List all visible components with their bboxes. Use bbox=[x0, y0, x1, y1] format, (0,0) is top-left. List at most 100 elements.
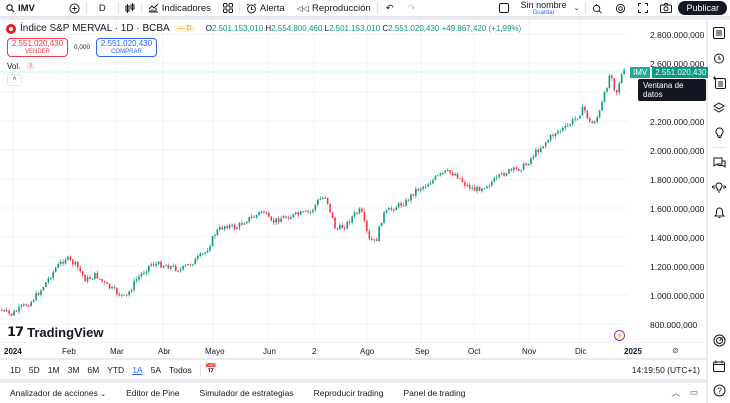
time-axis-label: Ago bbox=[360, 347, 375, 356]
time-axis-label: Dic bbox=[575, 347, 587, 356]
time-axis-label: Sep bbox=[415, 347, 430, 356]
divider bbox=[376, 2, 378, 14]
price-axis-label: 1.800.000,000 bbox=[650, 175, 705, 185]
undo-icon: ↶ bbox=[385, 2, 394, 14]
buy-button[interactable]: 2.551.020,430 COMPRAR bbox=[96, 38, 157, 57]
lightbulb-icon bbox=[714, 126, 724, 138]
ideas-button[interactable] bbox=[708, 120, 730, 145]
price-axis-label: 1.400.000,000 bbox=[650, 233, 705, 243]
tab-replay-trading[interactable]: Reproducir trading bbox=[313, 388, 384, 398]
grid-lines bbox=[0, 20, 628, 342]
tab-stock-screener[interactable]: Analizador de acciones ⌄ bbox=[10, 388, 107, 398]
collapse-legend-button[interactable]: ^ bbox=[7, 74, 22, 86]
dom-button[interactable] bbox=[708, 328, 730, 353]
undo-button[interactable]: ↶ bbox=[378, 0, 402, 17]
plus-circle-icon bbox=[69, 2, 80, 14]
range-button-1a[interactable]: 1A bbox=[132, 364, 143, 375]
time-axis-label: Nov bbox=[522, 347, 537, 356]
price-axis-label: 1.600.000,000 bbox=[650, 204, 705, 214]
zoom-search-icon bbox=[593, 3, 603, 13]
list-icon bbox=[713, 26, 725, 39]
price-axis-label: 1.000.000,000 bbox=[650, 291, 705, 301]
range-button-5d[interactable]: 5D bbox=[28, 364, 40, 375]
axis-settings-icon[interactable]: ⊚ bbox=[672, 346, 679, 355]
range-button-6m[interactable]: 6M bbox=[87, 364, 100, 375]
tab-strategy-tester[interactable]: Simulador de estrategias bbox=[199, 388, 294, 398]
candles bbox=[1, 67, 625, 317]
streams-button[interactable] bbox=[708, 175, 730, 200]
calendar-button[interactable] bbox=[708, 353, 730, 378]
right-sidebar: ? bbox=[708, 20, 730, 403]
volume-label: Vol. bbox=[7, 62, 21, 71]
alerts-button[interactable] bbox=[708, 45, 730, 70]
top-toolbar: IMV D Indicadores Alerta ◁◁ Reproducción… bbox=[0, 0, 730, 17]
save-label[interactable]: Guardar bbox=[532, 9, 555, 16]
select-layout-checkbox[interactable] bbox=[493, 0, 515, 17]
divider bbox=[585, 2, 587, 14]
range-button-1m[interactable]: 1M bbox=[47, 364, 60, 375]
range-button-ytd[interactable]: YTD bbox=[107, 364, 125, 375]
clock[interactable]: 14:19:50 (UTC+1) bbox=[631, 364, 700, 375]
divider bbox=[199, 363, 201, 376]
grid-icon bbox=[222, 3, 233, 13]
lightning-icon[interactable]: ⚡ bbox=[614, 330, 625, 341]
replay-button[interactable]: ◁◁ Reproducción bbox=[291, 0, 377, 17]
interval-button[interactable]: D bbox=[98, 2, 106, 14]
notifications-button[interactable] bbox=[708, 200, 730, 225]
layers-icon bbox=[713, 101, 725, 113]
range-button-todos[interactable]: Todos bbox=[169, 364, 192, 375]
tooltip: Ventana de datos bbox=[638, 79, 706, 101]
range-button-1d[interactable]: 1D bbox=[10, 364, 21, 375]
market-status-badge[interactable]: — D bbox=[173, 25, 196, 32]
date-range-calendar-icon[interactable]: 📅 bbox=[204, 364, 218, 375]
tab-pine-editor[interactable]: Editor de Pine bbox=[126, 388, 180, 398]
tab-trading-panel[interactable]: Panel de trading bbox=[403, 388, 466, 398]
templates-button[interactable] bbox=[217, 0, 239, 17]
object-tree-button[interactable] bbox=[708, 95, 730, 120]
divider bbox=[85, 2, 87, 14]
alert-label: Alerta bbox=[259, 2, 285, 14]
chart-pane[interactable]: Índice S&P MERVAL · 1D · BCBA — D O2.501… bbox=[0, 20, 710, 358]
sell-button[interactable]: 2.551.020,430 VENDER bbox=[7, 38, 68, 57]
indicators-icon bbox=[148, 3, 159, 13]
warning-icon[interactable]: ! bbox=[26, 62, 36, 71]
spread-value: 0,000 bbox=[73, 44, 91, 51]
indicators-button[interactable]: Indicadores bbox=[142, 0, 217, 17]
help-button[interactable]: ? bbox=[708, 378, 730, 403]
calendar-icon bbox=[713, 360, 725, 372]
time-axis-label: Abr bbox=[158, 347, 171, 356]
watchlist-button[interactable] bbox=[708, 20, 730, 45]
snapshot-button[interactable] bbox=[654, 0, 678, 17]
volume-indicator-legend[interactable]: Vol. ! bbox=[7, 62, 36, 71]
alarm-clock-icon bbox=[714, 53, 724, 63]
alert-button[interactable]: Alerta bbox=[240, 0, 291, 17]
range-button-5a[interactable]: 5A bbox=[150, 364, 161, 375]
chats-button[interactable] bbox=[708, 150, 730, 175]
symbol-search-button[interactable]: IMV bbox=[0, 0, 41, 17]
publish-button[interactable]: Publicar bbox=[678, 1, 727, 15]
range-button-3m[interactable]: 3M bbox=[67, 364, 80, 375]
divider bbox=[140, 2, 142, 14]
fullscreen-icon bbox=[638, 3, 649, 13]
symbol-title[interactable]: Índice S&P MERVAL · 1D · BCBA bbox=[20, 23, 170, 34]
compare-button[interactable] bbox=[63, 0, 86, 17]
maximize-panel-icon[interactable]: ▭ bbox=[689, 387, 698, 397]
expand-panel-icon[interactable]: ︿ bbox=[671, 388, 680, 398]
settings-button[interactable] bbox=[609, 0, 632, 17]
redo-button[interactable]: ↷ bbox=[402, 0, 422, 17]
price-chart[interactable] bbox=[0, 20, 628, 342]
data-window-button[interactable] bbox=[708, 70, 730, 95]
chart-legend: Índice S&P MERVAL · 1D · BCBA — D O2.501… bbox=[6, 23, 521, 34]
layout-name-button[interactable]: Sin nombre Guardar ⌄ bbox=[515, 0, 586, 17]
quick-search-button[interactable] bbox=[586, 0, 609, 17]
price-axis-label: 2.200.000,000 bbox=[650, 117, 705, 127]
fullscreen-button[interactable] bbox=[632, 0, 654, 17]
chart-type-button[interactable] bbox=[119, 0, 141, 17]
tradingview-logo[interactable]: 𝟭𝟳 TradingView bbox=[7, 324, 104, 340]
time-axis[interactable]: 2024 Feb Mar Abr Mayo Jun 2 Ago Sep Oct Nov Dic 2025 bbox=[0, 342, 706, 358]
divider bbox=[712, 147, 726, 148]
last-price-tag: IMV 2.551.020,430 bbox=[630, 67, 710, 78]
time-axis-label: Jun bbox=[263, 347, 276, 356]
svg-text:?: ? bbox=[717, 387, 722, 396]
alarm-clock-icon bbox=[246, 3, 257, 13]
